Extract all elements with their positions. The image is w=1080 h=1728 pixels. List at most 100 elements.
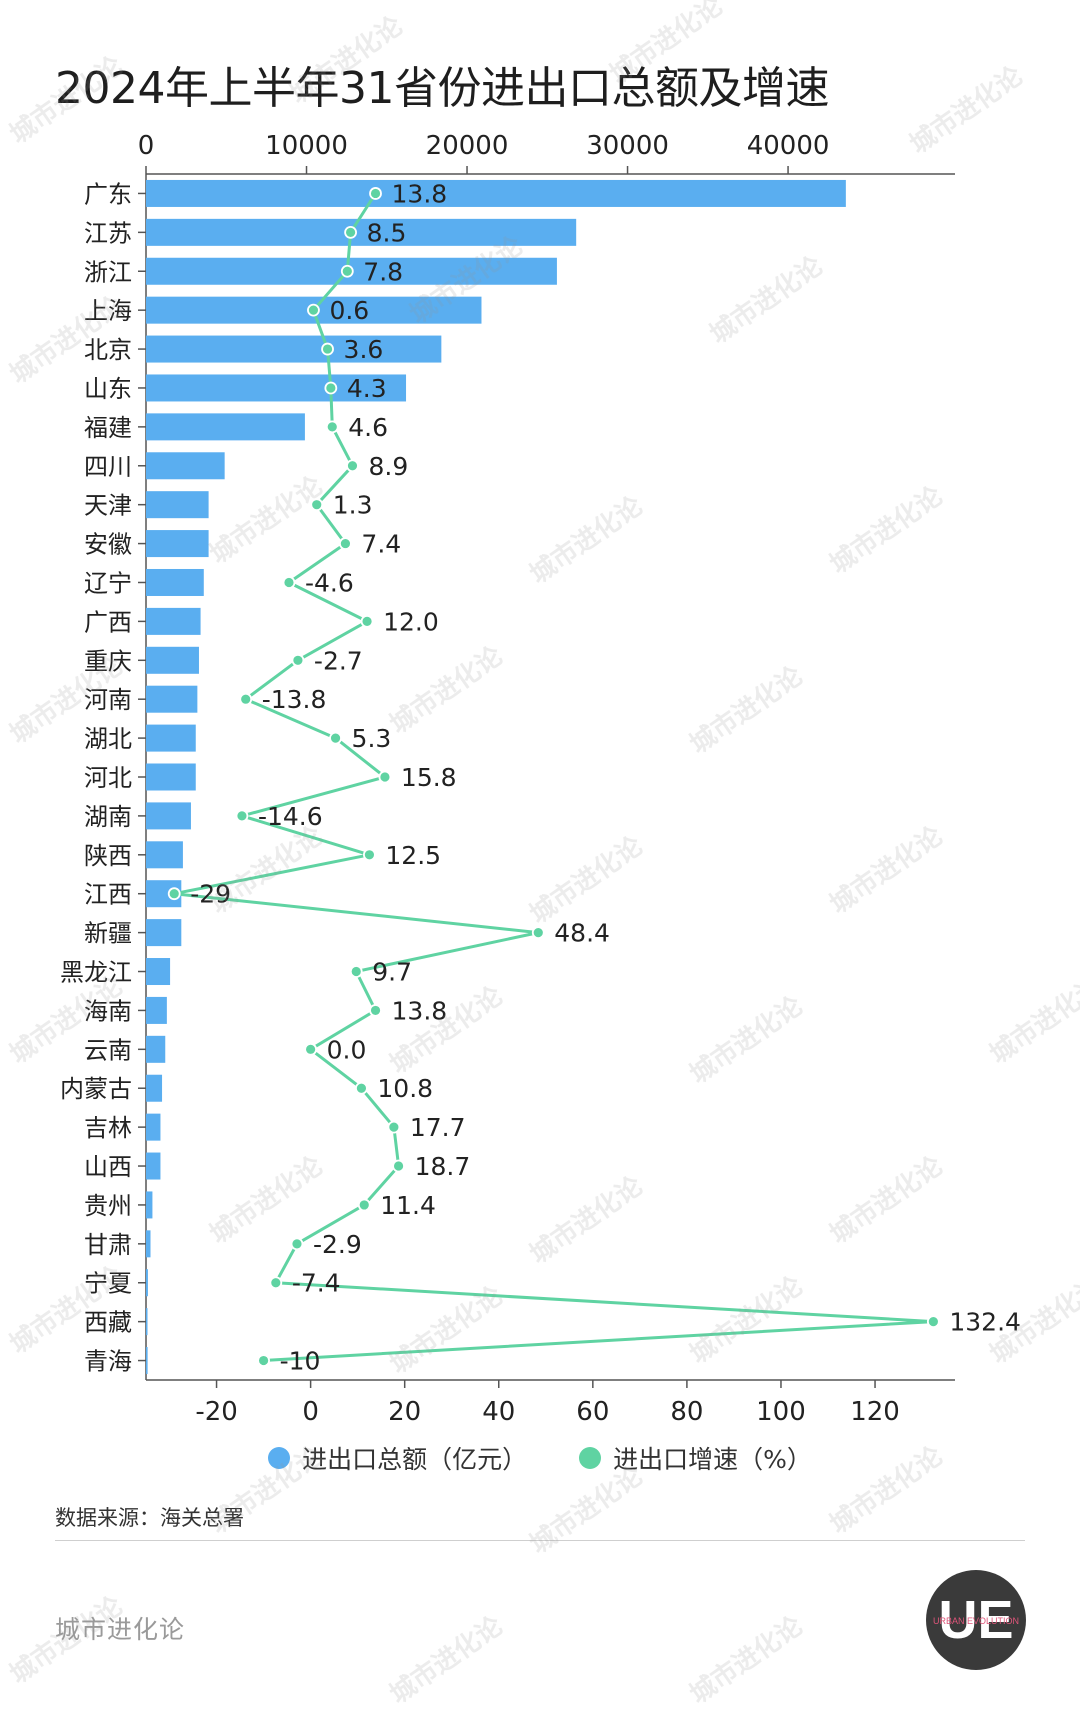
bottom-axis-tick-label: 100 xyxy=(756,1397,806,1427)
category-label: 青海 xyxy=(84,1348,132,1376)
growth-point xyxy=(324,381,338,395)
category-label: 内蒙古 xyxy=(60,1075,132,1103)
bar-total xyxy=(146,1152,161,1180)
growth-data-label: 15.8 xyxy=(401,763,457,792)
category-label: 新疆 xyxy=(84,920,132,948)
bar-total xyxy=(146,413,305,441)
bar-total xyxy=(146,958,171,986)
legend-label-total: 进出口总额（亿元） xyxy=(302,1445,528,1474)
top-axis-tick-label: 40000 xyxy=(747,131,830,161)
category-label: 天津 xyxy=(84,492,132,520)
growth-point xyxy=(926,1315,940,1329)
category-label: 辽宁 xyxy=(84,569,132,597)
growth-data-label: 4.6 xyxy=(348,413,388,442)
category-label: 安徽 xyxy=(84,531,132,559)
growth-data-label: 132.4 xyxy=(949,1308,1021,1337)
bar-total xyxy=(146,919,182,947)
bar-total xyxy=(146,1347,148,1375)
category-label: 福建 xyxy=(84,414,132,442)
category-label: 江苏 xyxy=(84,219,132,247)
data-source-note: 数据来源：海关总署 xyxy=(55,1506,244,1530)
legend-swatch-growth xyxy=(579,1447,602,1469)
growth-data-label: 5.3 xyxy=(352,724,392,753)
brand-logo: UE URBAN EVOLUTION xyxy=(926,1570,1026,1670)
growth-data-label: -14.6 xyxy=(258,802,323,831)
category-label: 山东 xyxy=(84,375,132,403)
growth-point xyxy=(360,614,374,628)
category-label: 重庆 xyxy=(84,647,132,675)
bar-total xyxy=(146,218,577,246)
growth-point xyxy=(355,1081,368,1095)
chart-legend: 进出口总额（亿元） 进出口增速（%） xyxy=(0,1440,1080,1476)
growth-point xyxy=(378,770,392,784)
growth-point xyxy=(167,887,181,901)
growth-data-label: 7.8 xyxy=(363,257,403,286)
growth-point xyxy=(392,1159,405,1173)
bar-total xyxy=(146,491,209,519)
growth-point xyxy=(307,303,320,317)
bar-total xyxy=(146,841,183,869)
growth-data-label: 3.6 xyxy=(344,335,384,364)
bar-total xyxy=(146,685,198,713)
legend-label-growth: 进出口增速（%） xyxy=(613,1445,812,1474)
growth-point xyxy=(304,1042,318,1056)
growth-data-label: 7.4 xyxy=(361,530,401,559)
category-label: 陕西 xyxy=(84,842,132,870)
category-label: 河北 xyxy=(84,764,132,792)
chart-title: 2024年上半年31省份进出口总额及增速 xyxy=(55,63,829,114)
category-label: 河南 xyxy=(84,686,132,714)
growth-point xyxy=(340,264,354,278)
growth-point xyxy=(387,1120,401,1134)
growth-point xyxy=(369,187,382,200)
bar-total xyxy=(146,374,407,402)
category-label: 江西 xyxy=(84,881,132,909)
category-label: 广东 xyxy=(84,180,132,208)
growth-point xyxy=(239,692,253,706)
category-label: 四川 xyxy=(84,453,132,481)
bar-total xyxy=(146,1269,148,1297)
category-label: 西藏 xyxy=(84,1309,132,1337)
growth-point xyxy=(329,731,342,745)
logo-circle xyxy=(926,1570,1026,1670)
category-label: 甘肃 xyxy=(84,1231,132,1259)
bar-total xyxy=(146,530,209,558)
bar-total xyxy=(146,452,225,480)
category-label: 湖北 xyxy=(84,725,132,753)
growth-data-label: 8.5 xyxy=(367,218,407,247)
growth-point xyxy=(290,1237,304,1251)
growth-data-label: 13.8 xyxy=(392,996,448,1025)
growth-data-label: -2.7 xyxy=(314,646,363,675)
bar-total xyxy=(146,763,196,791)
bar-total xyxy=(146,1230,151,1258)
bar-total xyxy=(146,607,201,635)
category-label: 山西 xyxy=(84,1153,132,1181)
growth-data-label: 4.3 xyxy=(347,374,387,403)
legend-item-total: 进出口总额（亿元） xyxy=(268,1440,527,1476)
bottom-axis-tick-label: 60 xyxy=(576,1397,609,1427)
category-label: 宁夏 xyxy=(84,1270,132,1298)
growth-data-label: -2.9 xyxy=(313,1230,362,1259)
growth-data-label: 0.6 xyxy=(329,296,369,325)
category-label: 海南 xyxy=(84,997,132,1025)
growth-point xyxy=(531,926,545,940)
bar-total xyxy=(146,724,196,752)
growth-point xyxy=(291,653,305,667)
legend-item-growth: 进出口增速（%） xyxy=(579,1440,812,1476)
growth-data-label: -13.8 xyxy=(262,685,327,714)
legend-swatch-total xyxy=(268,1447,291,1469)
category-label: 吉林 xyxy=(84,1114,132,1142)
bar-total xyxy=(146,568,204,596)
growth-data-label: -29 xyxy=(190,880,231,909)
growth-data-label: -4.6 xyxy=(305,568,354,597)
logo-mark: UE xyxy=(938,1590,1013,1650)
bottom-axis-tick-label: 0 xyxy=(302,1397,319,1427)
growth-data-label: 13.8 xyxy=(392,179,448,208)
growth-point xyxy=(325,420,339,434)
bottom-axis-tick-label: 40 xyxy=(482,1397,515,1427)
growth-point xyxy=(235,809,249,823)
growth-point xyxy=(282,576,296,589)
growth-point xyxy=(344,225,358,239)
growth-data-label: 48.4 xyxy=(554,919,610,948)
growth-point xyxy=(357,1198,371,1212)
growth-line xyxy=(172,192,935,1362)
